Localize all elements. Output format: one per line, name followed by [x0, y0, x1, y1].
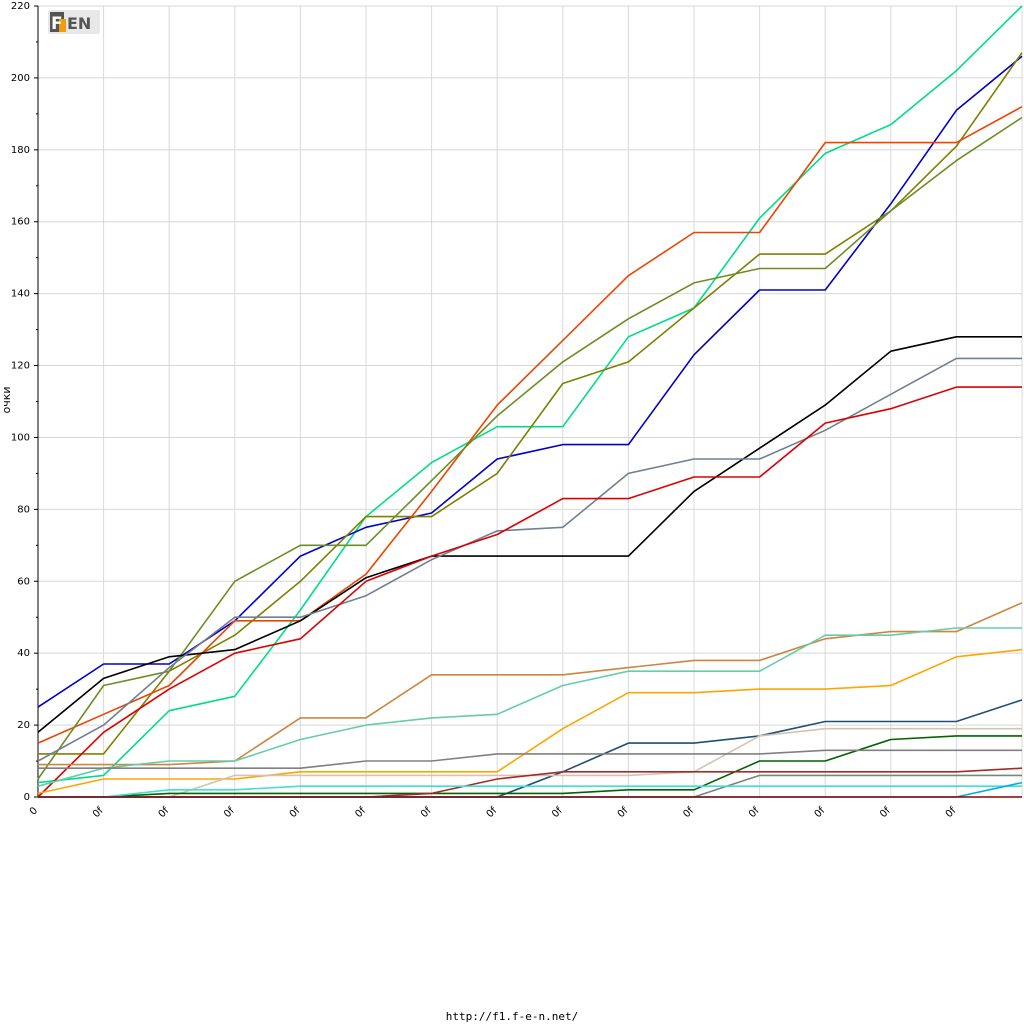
series-line-6 [37, 335, 1022, 733]
x-tick-label: 0 [28, 805, 40, 817]
x-tick-label: 0f [485, 805, 500, 820]
x-tick-label: 0f [616, 805, 631, 820]
logo-letter-f: F [51, 14, 63, 34]
x-tick-label: 0f [91, 805, 106, 820]
series-line-9 [38, 602, 1023, 766]
series-line-2 [37, 55, 1023, 708]
series-lines [37, 5, 1023, 798]
y-tick-label: 0 [24, 792, 30, 803]
y-tick-label: 220 [11, 1, 30, 12]
x-tick-label: 0f [157, 805, 172, 820]
x-tick-label: 0f [419, 805, 434, 820]
x-tick-labels: 0 0f 0f 0f 0f 0f 0f 0f 0f 0f 0f 0f 0f 0f 0f [28, 805, 959, 820]
series-line-10 [37, 627, 1022, 787]
series-line-15 [38, 749, 1022, 770]
y-tick-label: 200 [11, 73, 30, 84]
fen-logo: F EN [48, 8, 100, 36]
x-tick-label: 0f [681, 805, 696, 820]
series-line-5 [37, 116, 1023, 780]
x-tick-label: 0f [550, 805, 565, 820]
x-tick-label: 0f [813, 805, 828, 820]
series-line-14 [38, 735, 1022, 798]
footer-url[interactable]: http://f1.f-e-n.net/ [445, 1010, 579, 1023]
y-axis-label: очки [0, 386, 13, 413]
y-tick-label: 20 [17, 720, 30, 731]
y-tick-label: 100 [11, 432, 30, 443]
y-tick-label: 140 [11, 289, 30, 300]
x-tick-label: 0f [747, 805, 762, 820]
x-tick-label: 0f [353, 805, 368, 820]
series-line-7 [37, 357, 1022, 762]
logo-letters-en: EN [67, 14, 91, 33]
series-line-11 [37, 648, 1023, 795]
series-line-18 [38, 785, 1022, 798]
x-tick-label: 0f [944, 805, 959, 820]
y-tick-label: 80 [17, 504, 30, 515]
y-tick-label: 120 [11, 361, 30, 372]
series-line-12 [38, 699, 1023, 798]
series-line-1 [37, 5, 1023, 784]
grid-lines [37, 5, 1023, 798]
y-tick-labels: 0 20 40 60 80 100 120 140 160 180 200 220 [11, 1, 30, 803]
x-tick-label: 0f [878, 805, 893, 820]
x-tick-label: 0f [288, 805, 303, 820]
y-tick-label: 180 [11, 145, 30, 156]
series-line-8 [37, 386, 1022, 798]
y-tick-label: 160 [11, 217, 30, 228]
axes [34, 5, 1022, 798]
x-tick-label: 0f [222, 805, 237, 820]
y-tick-label: 60 [17, 576, 30, 587]
y-tick-label: 40 [17, 648, 30, 659]
